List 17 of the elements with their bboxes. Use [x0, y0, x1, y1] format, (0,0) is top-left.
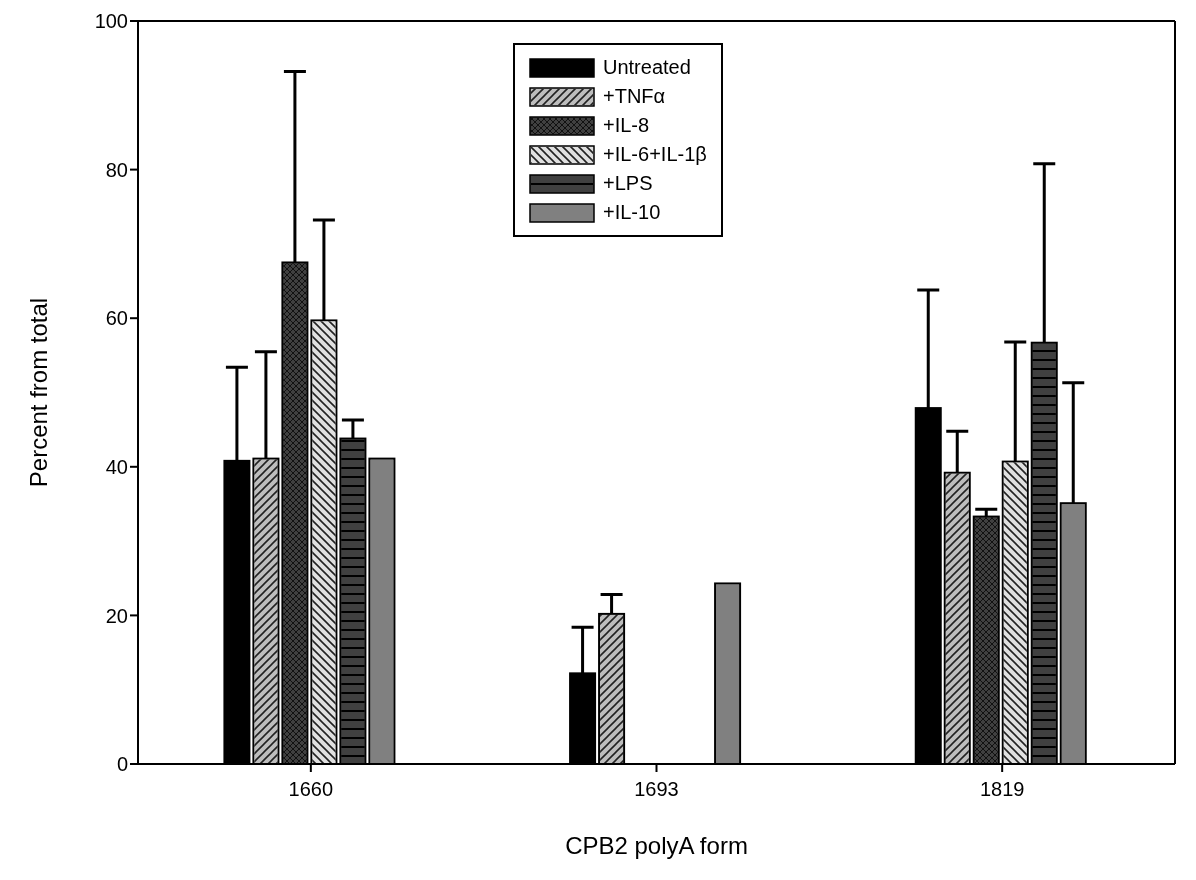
x-tick-label: 1693 — [634, 778, 679, 801]
legend-label: +IL-10 — [603, 201, 661, 224]
x-tick-label: 1660 — [288, 778, 334, 801]
y-tick-label: 80 — [105, 158, 128, 181]
x-tick-label: 1819 — [979, 778, 1025, 801]
legend-label: +IL-8 — [603, 114, 650, 137]
y-axis-title: Percent from total — [24, 297, 52, 488]
y-tick-label: 40 — [105, 455, 128, 478]
y-tick-label: 20 — [105, 604, 128, 627]
y-tick-label: 60 — [105, 307, 128, 330]
legend-label: +LPS — [603, 172, 653, 195]
y-tick-label: 0 — [116, 753, 128, 776]
legend-label: +TNFα — [603, 85, 666, 108]
legend-label: Untreated — [603, 56, 691, 79]
legend-label: +IL-6+IL-1β — [603, 143, 707, 166]
y-tick-label: 100 — [94, 10, 128, 33]
x-axis-title: CPB2 polyA form — [565, 832, 748, 859]
